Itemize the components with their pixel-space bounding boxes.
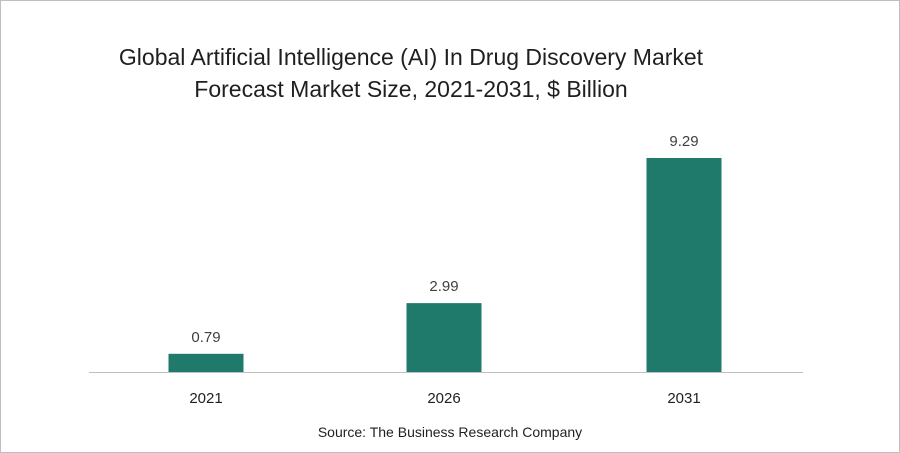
data-label-2021: 0.79 (191, 329, 220, 346)
chart-title-line-2: Forecast Market Size, 2021-2031, $ Billi… (194, 76, 628, 102)
data-label-2031: 9.29 (669, 133, 698, 150)
x-tick-label-2026: 2026 (427, 390, 460, 407)
x-tick-label-2031: 2031 (667, 390, 700, 407)
source-note: Source: The Business Research Company (317, 424, 583, 440)
chart-title: Global Artificial Intelligence (AI) In D… (1, 41, 821, 105)
bar-2021 (168, 353, 244, 372)
bar-2031 (646, 158, 722, 372)
chart-title-line-1: Global Artificial Intelligence (AI) In D… (118, 44, 704, 70)
x-tick-label-2021: 2021 (189, 390, 222, 407)
data-label-2026: 2.99 (429, 278, 458, 295)
bar-2026 (406, 303, 482, 372)
